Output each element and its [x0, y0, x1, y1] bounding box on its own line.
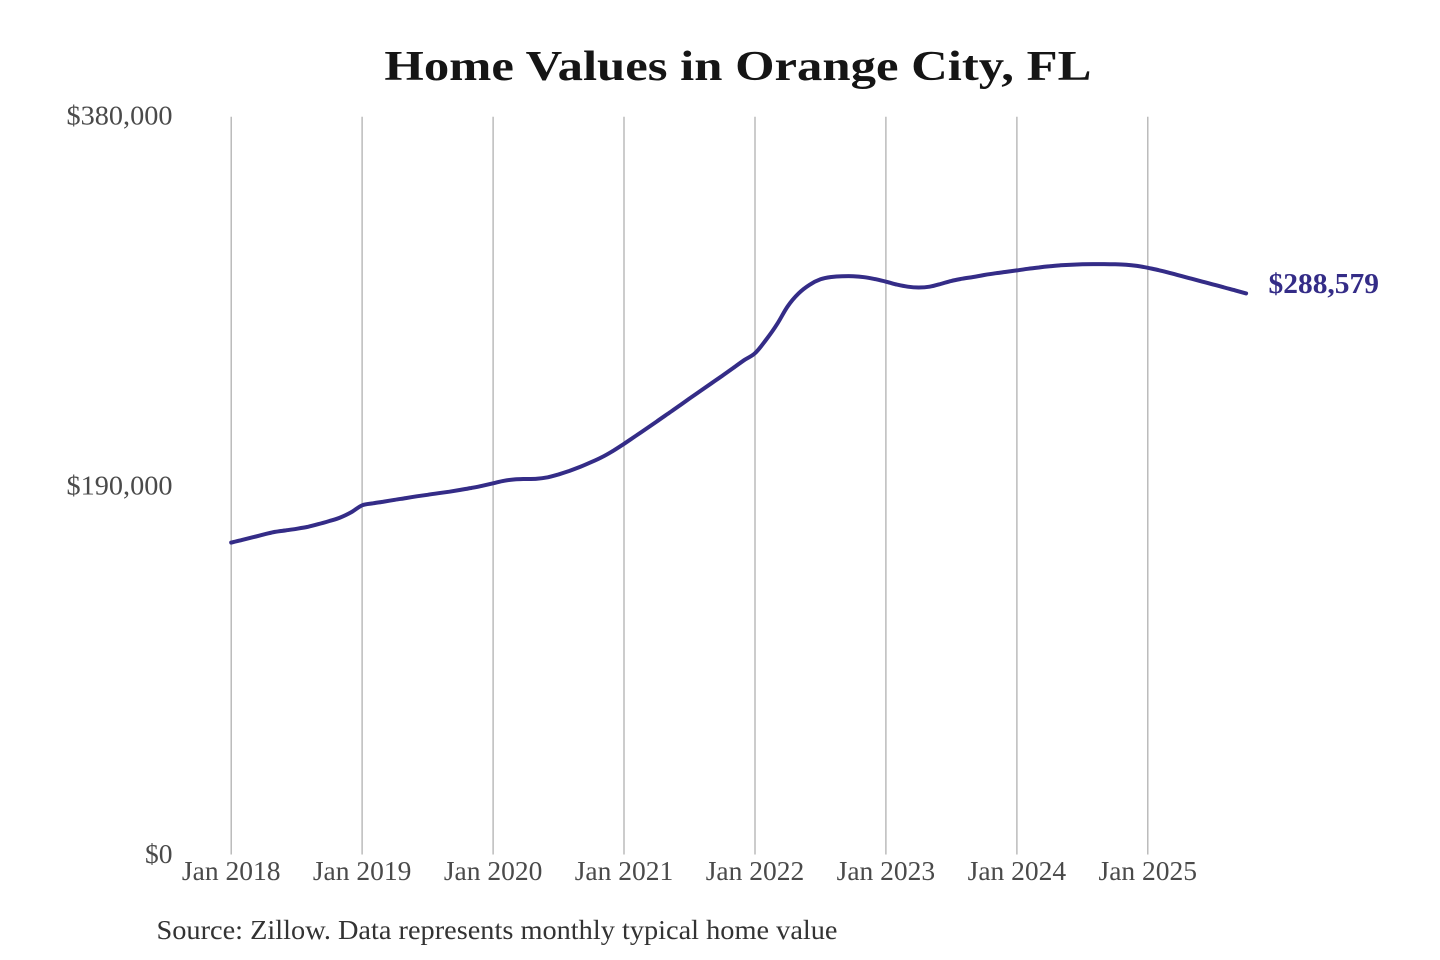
svg-text:Jan 2024: Jan 2024: [968, 855, 1067, 886]
svg-text:$380,000: $380,000: [67, 100, 173, 131]
svg-text:Jan 2023: Jan 2023: [837, 855, 936, 886]
svg-text:Jan 2022: Jan 2022: [706, 855, 805, 886]
svg-text:$0: $0: [145, 838, 173, 869]
svg-text:Jan 2018: Jan 2018: [182, 855, 281, 886]
svg-text:Source: Zillow. Data represent: Source: Zillow. Data represents monthly …: [157, 914, 838, 945]
svg-text:Jan 2020: Jan 2020: [444, 855, 543, 886]
svg-text:Jan 2019: Jan 2019: [313, 855, 412, 886]
svg-text:Jan 2021: Jan 2021: [575, 855, 674, 886]
svg-text:$288,579: $288,579: [1269, 269, 1380, 300]
svg-text:Jan 2025: Jan 2025: [1099, 855, 1198, 886]
svg-text:Home Values in Orange City, FL: Home Values in Orange City, FL: [384, 44, 1091, 90]
svg-text:$190,000: $190,000: [67, 469, 173, 500]
